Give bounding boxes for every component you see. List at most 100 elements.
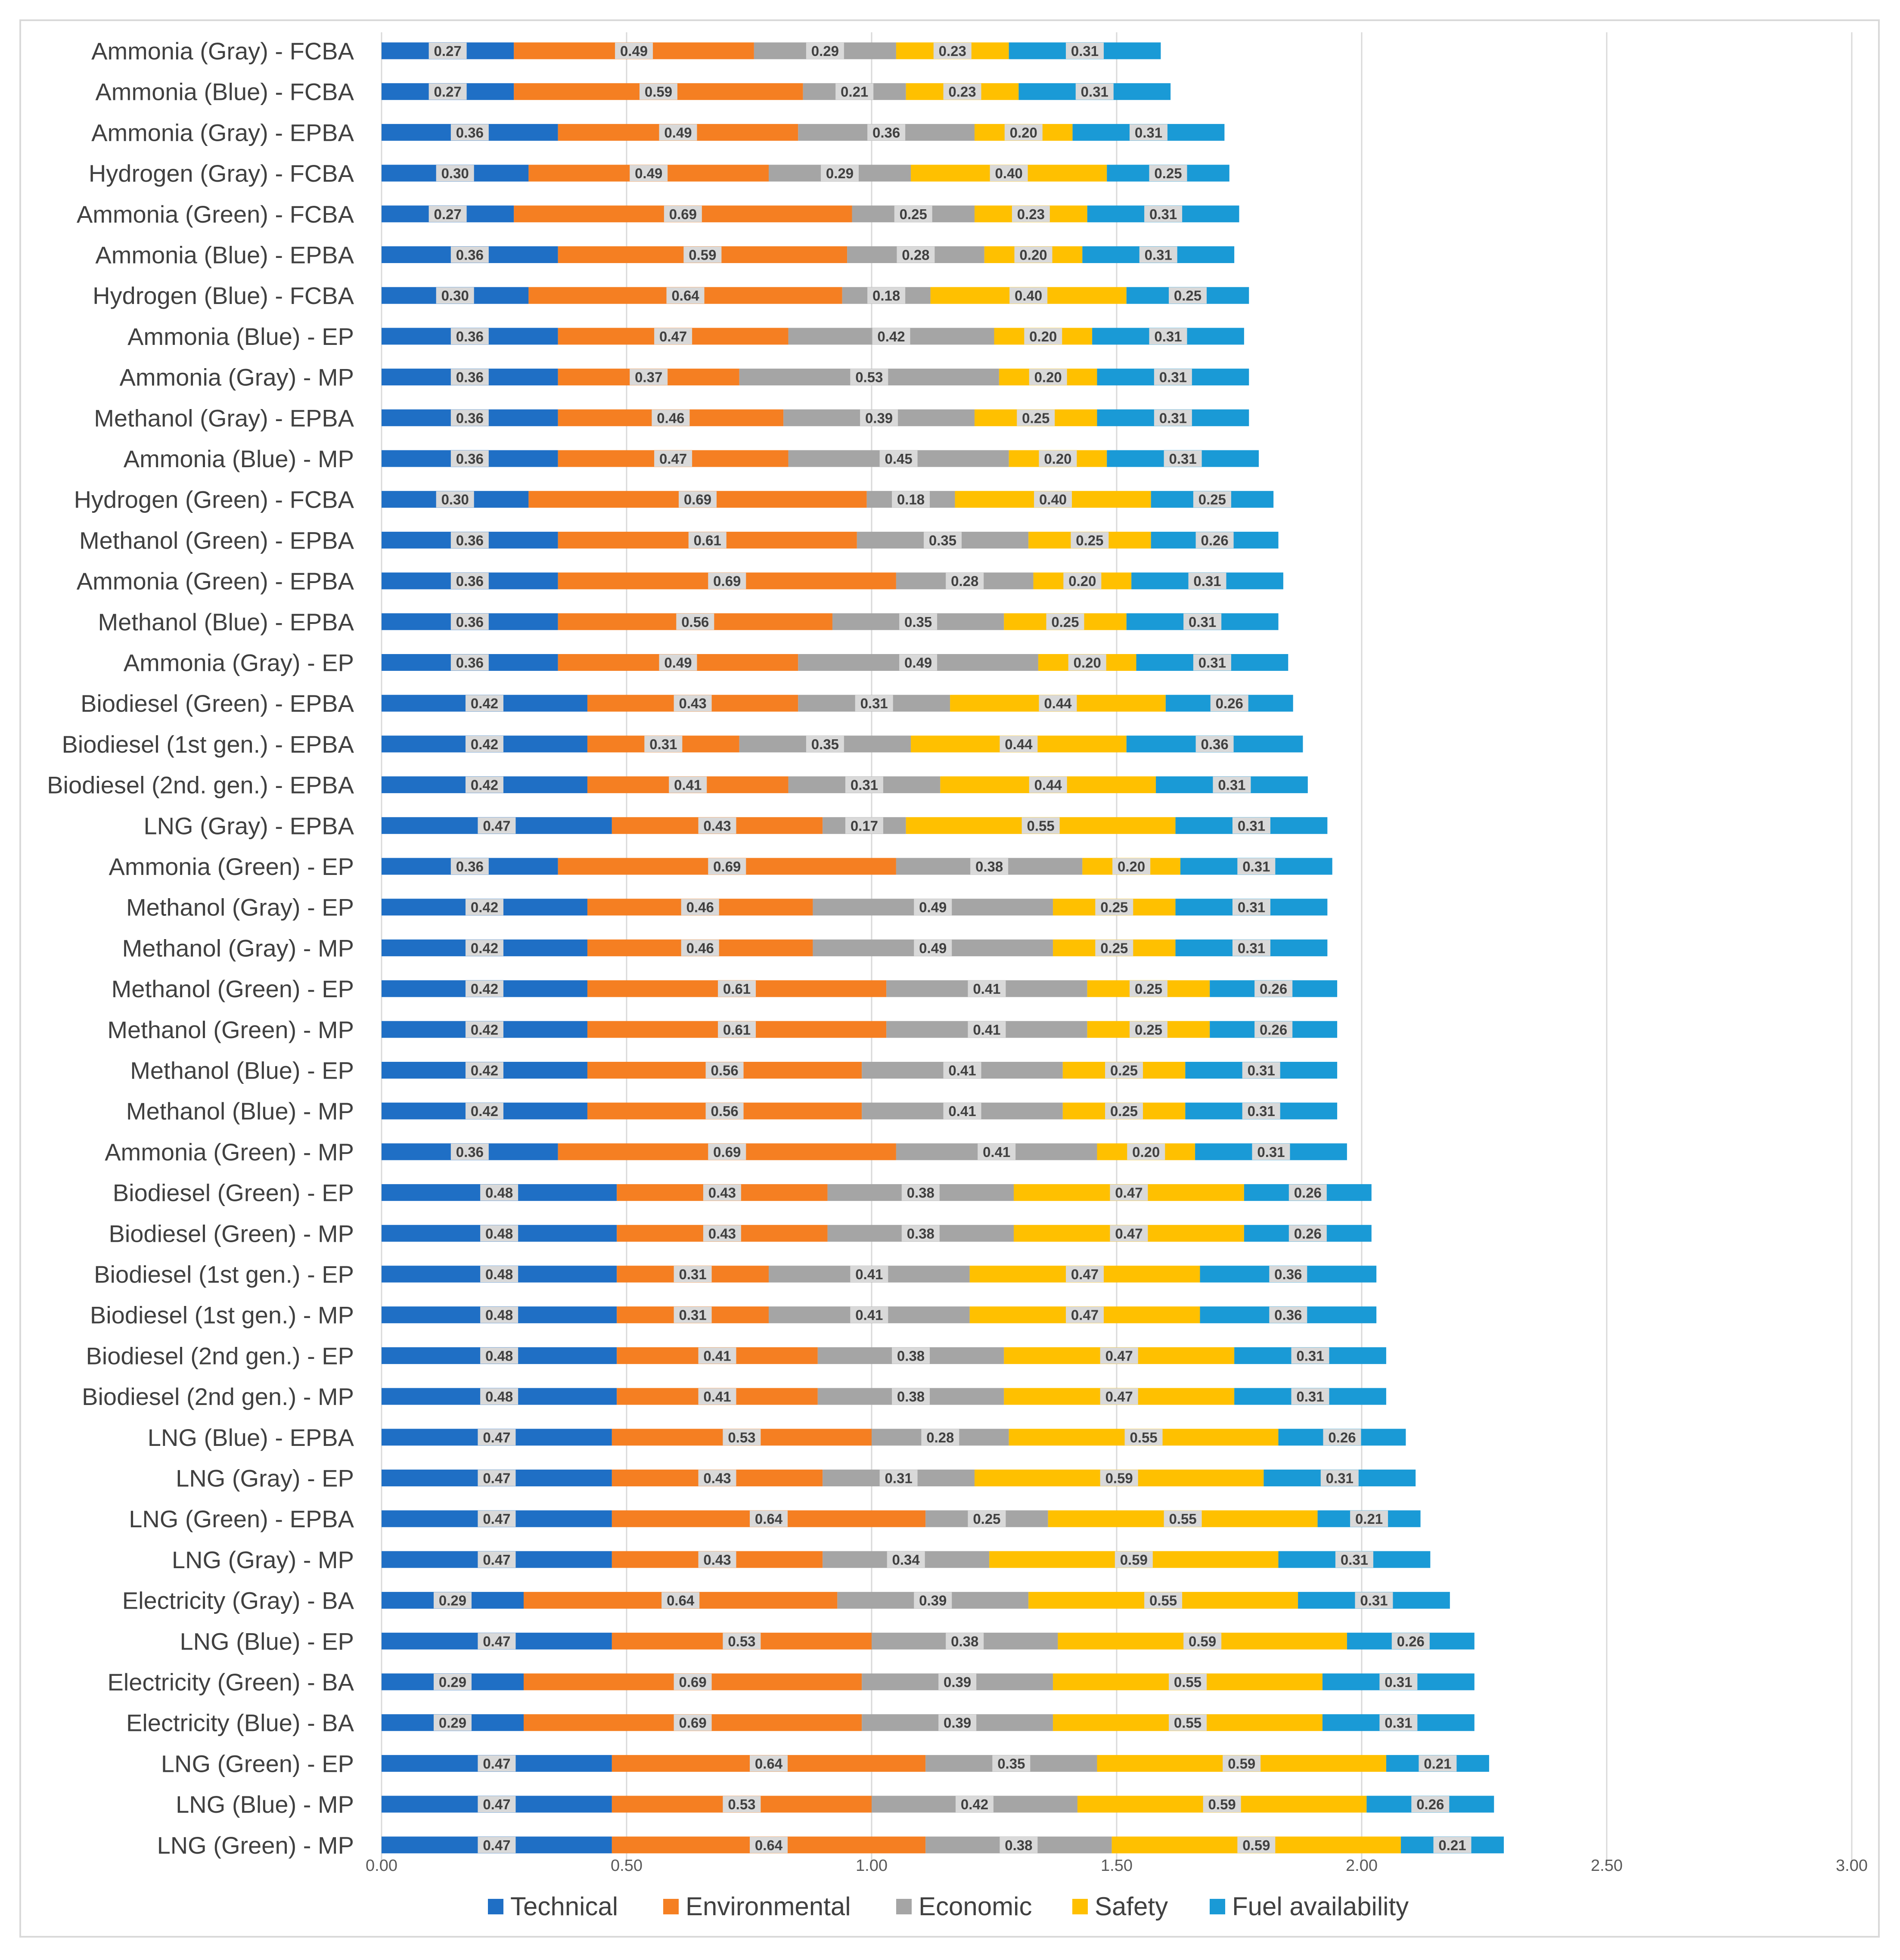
data-label-box <box>1100 1347 1138 1364</box>
category-label: Methanol (Gray) - EP <box>126 894 354 921</box>
data-label: 0.44 <box>1005 736 1033 752</box>
data-label: 0.43 <box>703 1552 731 1568</box>
data-label: 0.29 <box>439 1593 466 1609</box>
data-label: 0.42 <box>877 329 905 344</box>
data-label-box <box>1193 654 1231 671</box>
data-label-box <box>867 124 906 141</box>
data-label-box <box>892 491 930 508</box>
category-label: LNG (Blue) - EPBA <box>148 1424 354 1451</box>
data-label: 0.31 <box>1341 1552 1368 1568</box>
data-label-box <box>850 1266 888 1282</box>
data-label: 0.20 <box>1044 451 1071 467</box>
data-label: 0.20 <box>1019 247 1047 263</box>
data-label-box <box>1039 695 1077 712</box>
data-label: 0.39 <box>919 1593 947 1609</box>
category-label: Ammonia (Green) - MP <box>105 1138 354 1166</box>
data-label: 0.43 <box>703 818 731 834</box>
data-label-box <box>879 450 918 467</box>
data-label: 0.31 <box>1189 614 1216 630</box>
data-label: 0.49 <box>635 165 662 181</box>
data-label-box <box>1012 205 1050 222</box>
data-label-box <box>1063 573 1102 589</box>
category-label: Methanol (Gray) - EPBA <box>94 404 354 431</box>
data-label: 0.21 <box>841 84 868 100</box>
data-label-box <box>914 899 952 915</box>
category-label: Ammonia (Green) - EPBA <box>77 568 354 595</box>
data-label-box <box>450 858 489 875</box>
data-label-box <box>850 369 888 385</box>
data-label-box <box>1100 1388 1138 1405</box>
data-label-box <box>867 287 906 304</box>
category-label: Biodiesel (Green) - EPBA <box>81 690 354 717</box>
data-label: 0.47 <box>483 1511 510 1527</box>
data-label: 0.36 <box>456 1144 484 1160</box>
data-label-box <box>478 1755 516 1772</box>
data-label-box <box>1169 1714 1207 1731</box>
data-label-box <box>1183 1633 1222 1650</box>
data-label: 0.49 <box>664 655 692 671</box>
data-label-box <box>480 1306 518 1323</box>
data-label: 0.36 <box>456 614 484 630</box>
data-label: 0.41 <box>983 1144 1010 1160</box>
data-label-box <box>1029 776 1067 793</box>
category-label: LNG (Gray) - MP <box>172 1546 354 1573</box>
data-label-box <box>436 491 474 508</box>
data-label: 0.31 <box>1257 1144 1285 1160</box>
data-label: 0.18 <box>897 492 925 508</box>
data-label: 0.20 <box>1034 369 1062 385</box>
data-label: 0.47 <box>483 1633 510 1649</box>
data-label: 0.40 <box>995 165 1023 181</box>
data-label: 0.61 <box>723 981 751 997</box>
data-label-box <box>674 1714 712 1731</box>
data-label-box <box>1144 205 1183 222</box>
category-label: Methanol (Gray) - MP <box>122 934 354 961</box>
data-label-box <box>855 695 893 712</box>
data-label: 0.42 <box>471 777 498 793</box>
data-label: 0.55 <box>1130 1430 1157 1445</box>
data-label-box <box>478 1796 516 1813</box>
data-label: 0.49 <box>919 940 947 956</box>
data-label-box <box>1129 980 1167 997</box>
data-label: 0.35 <box>904 614 932 630</box>
data-label-box <box>478 817 516 834</box>
data-label: 0.26 <box>1294 1185 1322 1201</box>
data-label-box <box>899 613 938 630</box>
data-label-box <box>1323 1429 1361 1445</box>
data-label-box <box>652 409 690 426</box>
data-label: 0.43 <box>708 1185 736 1201</box>
data-label: 0.25 <box>1051 614 1079 630</box>
data-label-box <box>1105 1103 1143 1120</box>
data-label-box <box>1004 124 1043 141</box>
category-label: LNG (Gray) - EP <box>176 1465 354 1492</box>
data-label: 0.56 <box>711 1063 738 1079</box>
data-label-box <box>1188 573 1226 589</box>
category-label: Ammonia (Blue) - EPBA <box>95 242 354 269</box>
data-label: 0.23 <box>948 84 976 100</box>
data-label-box <box>674 695 712 712</box>
data-label: 0.59 <box>1120 1552 1148 1568</box>
data-label: 0.47 <box>1115 1185 1142 1201</box>
data-label: 0.28 <box>926 1430 954 1445</box>
data-label: 0.47 <box>1071 1266 1099 1282</box>
data-label: 0.29 <box>439 1674 466 1690</box>
data-label: 0.35 <box>929 532 956 548</box>
data-label: 0.29 <box>439 1715 466 1731</box>
data-label: 0.36 <box>456 124 484 140</box>
data-label: 0.41 <box>674 777 702 793</box>
data-label: 0.26 <box>1416 1796 1444 1812</box>
data-label: 0.36 <box>456 410 484 426</box>
data-label-box <box>1149 165 1187 182</box>
data-label: 0.25 <box>1076 532 1103 548</box>
data-label: 0.47 <box>1115 1225 1142 1241</box>
data-label-box <box>450 613 489 630</box>
legend-entry: Fuel availability <box>1232 1892 1409 1921</box>
data-label: 0.20 <box>1010 124 1037 140</box>
data-label: 0.48 <box>485 1225 513 1241</box>
data-label-box <box>450 409 489 426</box>
data-label: 0.44 <box>1044 695 1072 711</box>
data-label: 0.49 <box>919 899 947 915</box>
data-label: 0.36 <box>456 329 484 344</box>
data-label-box <box>860 409 898 426</box>
data-label-box <box>718 1021 756 1038</box>
legend-entry: Environmental <box>686 1892 851 1921</box>
